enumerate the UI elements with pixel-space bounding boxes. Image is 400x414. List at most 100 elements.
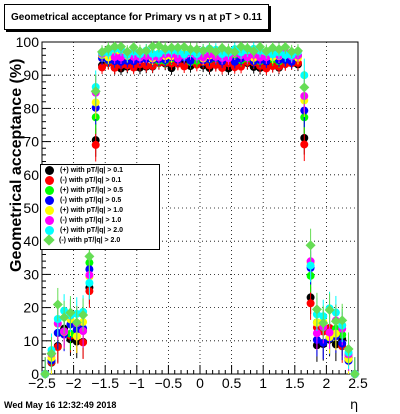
y-axis-label: Geometrical acceptance (%) — [8, 58, 25, 272]
legend-marker — [45, 195, 54, 205]
data-point — [122, 46, 133, 57]
data-point — [349, 369, 360, 379]
data-point — [230, 57, 239, 66]
data-point — [343, 344, 354, 355]
y-tick-label: 90 — [23, 67, 39, 83]
legend-entry: (-) with pT/|q| > 0.1 — [41, 175, 159, 185]
data-point — [109, 41, 120, 52]
data-point — [148, 49, 157, 58]
data-point — [78, 309, 89, 320]
legend-marker — [45, 225, 54, 235]
data-point — [110, 53, 119, 62]
x-axis-label: η — [350, 398, 359, 413]
data-point — [191, 44, 202, 55]
data-point — [117, 53, 125, 62]
chart-title: Geometrical acceptance for Primary vs η … — [4, 4, 269, 30]
legend-marker — [43, 234, 55, 246]
data-point — [154, 49, 163, 58]
legend-label: (-) with pT/|q| > 2.0 — [59, 236, 121, 244]
y-tick-label: 10 — [23, 333, 39, 349]
legend-label: (-) with pT/|q| > 0.5 — [60, 196, 122, 204]
data-point — [262, 64, 271, 73]
legend-entry: (+) with pT/|q| > 1.0 — [41, 205, 159, 215]
data-point — [305, 240, 316, 251]
legend-marker — [45, 165, 54, 175]
legend-entry: (+) with pT/|q| > 2.0 — [41, 225, 159, 235]
data-point — [128, 42, 139, 53]
x-tick-label: −2 — [66, 375, 82, 391]
data-point — [337, 315, 348, 326]
data-point — [312, 329, 321, 338]
legend-label: (+) with pT/|q| > 1.0 — [60, 206, 124, 214]
data-point — [59, 312, 70, 323]
x-tick-label: 0.5 — [222, 375, 242, 391]
y-tick-label: 20 — [23, 300, 39, 316]
data-point — [324, 305, 335, 316]
data-point — [243, 53, 252, 62]
data-point — [91, 140, 100, 149]
data-point — [166, 42, 177, 53]
legend-entry: (+) with pT/|q| > 0.1 — [41, 165, 159, 175]
data-point — [211, 60, 220, 69]
data-point — [90, 86, 101, 97]
data-point — [172, 42, 183, 53]
data-point — [229, 46, 240, 57]
x-tick-label: −1.5 — [91, 375, 119, 391]
legend-entry: (-) with pT/|q| > 0.5 — [41, 195, 159, 205]
y-tick-label: 50 — [23, 200, 39, 216]
data-point — [116, 41, 126, 52]
data-point — [46, 348, 57, 359]
data-point — [65, 307, 76, 318]
data-point — [280, 42, 291, 53]
data-point — [300, 140, 309, 149]
legend-label: (+) with pT/|q| > 2.0 — [60, 226, 124, 234]
x-tick-label: 1.5 — [285, 375, 305, 391]
data-point — [98, 63, 107, 72]
data-point — [142, 61, 151, 70]
data-point — [218, 63, 227, 72]
data-point — [256, 53, 265, 62]
legend-marker — [45, 175, 54, 185]
data-point — [180, 50, 189, 59]
data-point — [160, 43, 171, 54]
data-point — [134, 46, 145, 57]
y-tick-label: 40 — [23, 233, 39, 249]
data-point — [186, 56, 195, 65]
data-point — [147, 41, 158, 52]
y-tick-label: 60 — [23, 167, 39, 183]
y-tick-label: 100 — [16, 34, 40, 50]
data-point — [84, 251, 95, 262]
x-tick-label: 0 — [196, 375, 204, 391]
y-tick-label: 80 — [23, 100, 39, 116]
legend-marker — [45, 215, 54, 225]
data-point — [185, 44, 196, 55]
data-point — [248, 46, 259, 57]
legend-label: (-) with pT/|q| > 1.0 — [60, 216, 122, 224]
x-tick-label: −0.5 — [155, 375, 183, 391]
data-point — [199, 53, 208, 62]
data-point — [210, 46, 221, 57]
legend-label: (+) with pT/|q| > 0.5 — [60, 186, 124, 194]
x-tick-label: −2.5 — [28, 375, 56, 391]
data-point — [141, 45, 152, 56]
data-point — [71, 317, 82, 328]
data-point — [268, 62, 277, 71]
x-tick-label: 2.5 — [348, 375, 368, 391]
legend-marker — [45, 185, 54, 195]
legend-entry: (-) with pT/|q| > 1.0 — [41, 215, 159, 225]
data-point — [173, 54, 182, 63]
legend: (+) with pT/|q| > 0.1 (-) with pT/|q| > … — [40, 164, 160, 250]
data-point — [299, 82, 310, 93]
data-point — [306, 299, 315, 308]
data-point — [85, 278, 94, 287]
x-tick-label: 2 — [323, 375, 331, 391]
legend-label: (+) with pT/|q| > 0.1 — [60, 166, 124, 174]
data-point — [325, 328, 334, 337]
data-point — [40, 369, 51, 379]
y-tick-label: 0 — [31, 366, 39, 382]
data-point — [318, 318, 329, 329]
data-point — [110, 63, 119, 72]
data-point — [286, 46, 297, 57]
data-point — [292, 45, 303, 56]
x-tick-label: −1 — [129, 375, 145, 391]
